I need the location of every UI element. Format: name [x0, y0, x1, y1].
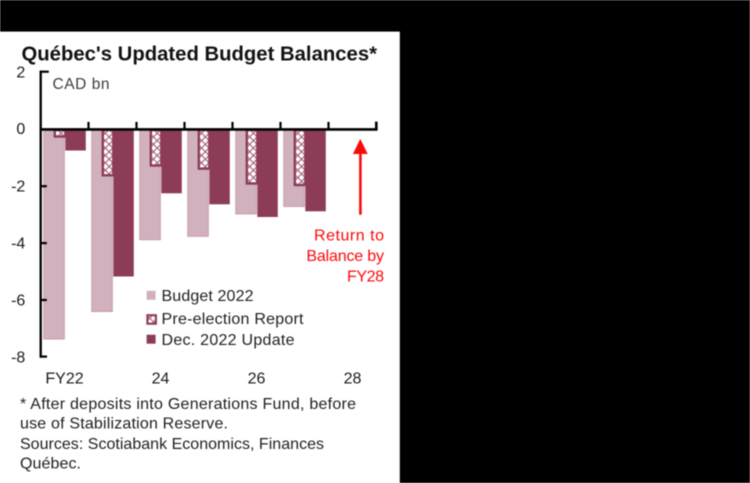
- svg-text:FY22: FY22: [45, 371, 83, 388]
- svg-text:24: 24: [152, 371, 170, 388]
- svg-text:Québec.: Québec.: [20, 455, 81, 472]
- svg-text:FY28: FY28: [347, 268, 384, 285]
- svg-text:Pre-election Report: Pre-election Report: [162, 311, 305, 328]
- svg-text:CAD bn: CAD bn: [53, 76, 110, 93]
- svg-text:2: 2: [16, 65, 25, 82]
- svg-text:-8: -8: [11, 350, 25, 367]
- svg-text:Return to: Return to: [314, 227, 384, 244]
- svg-text:Québec's Updated Budget Balanc: Québec's Updated Budget Balances*: [22, 44, 378, 66]
- svg-text:use of Stabilization Reserve.: use of Stabilization Reserve.: [20, 416, 228, 433]
- svg-text:Budget 2022: Budget 2022: [162, 288, 254, 305]
- svg-text:Sources: Scotiabank Economics,: Sources: Scotiabank Economics, Finances: [20, 436, 324, 453]
- svg-text:28: 28: [344, 371, 362, 388]
- svg-text:26: 26: [248, 371, 266, 388]
- svg-text:Dec. 2022 Update: Dec. 2022 Update: [162, 332, 295, 349]
- svg-text:0: 0: [16, 121, 25, 138]
- svg-text:-4: -4: [11, 236, 25, 253]
- svg-text:* After deposits into Generati: * After deposits into Generations Fund, …: [20, 396, 356, 413]
- svg-text:Balance by: Balance by: [306, 248, 384, 265]
- svg-text:-2: -2: [11, 179, 25, 196]
- svg-text:-6: -6: [11, 293, 25, 310]
